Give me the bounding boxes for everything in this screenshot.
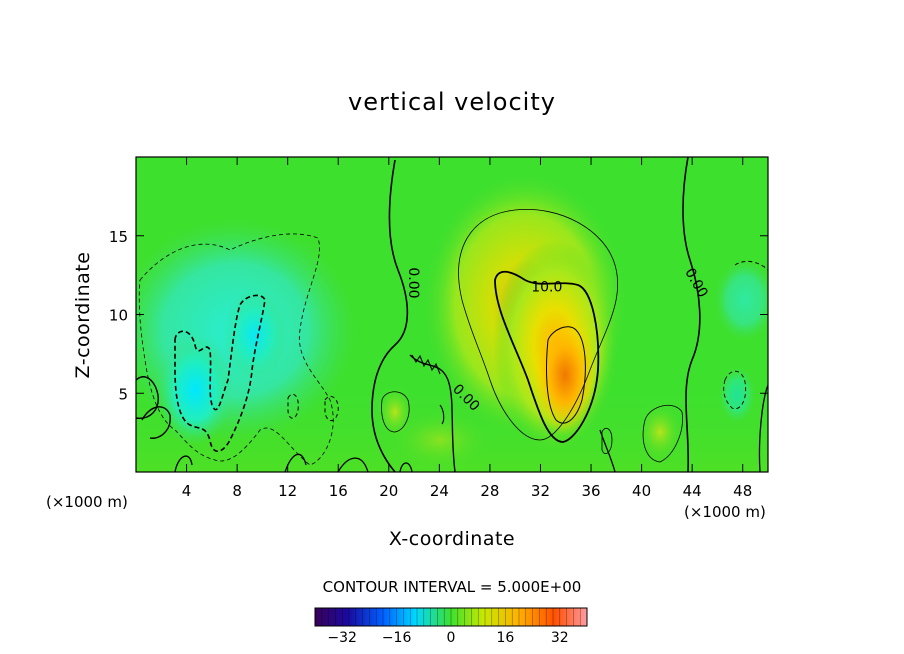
contour-label: 0.00 [405, 267, 421, 298]
x-unit-label-left: (×1000 m) [46, 493, 128, 511]
x-tick-label: 24 [430, 482, 449, 500]
contour-neg-10 [174, 294, 266, 453]
x-tick-label: 48 [733, 482, 752, 500]
x-tick-label: 44 [683, 482, 702, 500]
y-axis: 5 10 15 [109, 228, 768, 403]
x-tick-label: 36 [581, 482, 600, 500]
colorbar-tick-label: −16 [382, 630, 412, 646]
x-tick-label: 32 [531, 482, 550, 500]
x-tick-label: 40 [632, 482, 651, 500]
x-tick-label: 20 [379, 482, 398, 500]
y-tick-label: 5 [118, 385, 128, 403]
x-tick-label: 8 [232, 482, 242, 500]
colorbar-divisions [321, 608, 581, 626]
x-tick-label: 28 [480, 482, 499, 500]
colorbar-tick-label: 32 [551, 630, 569, 646]
chart-title: vertical velocity [348, 88, 556, 116]
x-unit-label-right: (×1000 m) [684, 503, 766, 521]
contour-lines [136, 157, 768, 472]
y-axis-label: Z-coordinate [72, 251, 94, 379]
x-axis: 4 8 12 16 20 24 28 32 36 40 44 48 [182, 157, 752, 500]
zero-contour-right [682, 157, 701, 472]
contour-neg-5 [138, 233, 334, 466]
y-tick-label: 15 [109, 228, 128, 246]
colorbar-tick-label: 0 [447, 630, 456, 646]
contour-label: 10.0 [531, 280, 562, 296]
zero-contour-band [409, 354, 456, 472]
contour-5 [458, 208, 619, 441]
x-tick-label: 16 [329, 482, 348, 500]
colorbar-ticks: −32 −16 0 16 32 [327, 630, 568, 646]
y-tick-label: 10 [109, 307, 128, 325]
x-axis-label: X-coordinate [388, 528, 516, 550]
x-tick-label: 12 [278, 482, 297, 500]
contour-interval-label: CONTOUR INTERVAL = 5.000E+00 [322, 578, 582, 596]
zero-contour-left [371, 159, 409, 472]
contour-10 [494, 270, 600, 443]
colorbar-tick-label: −32 [327, 630, 357, 646]
contour-15 [546, 326, 586, 424]
colorbar-tick-label: 16 [496, 630, 514, 646]
x-tick-label: 4 [182, 482, 192, 500]
velocity-field [136, 157, 768, 472]
